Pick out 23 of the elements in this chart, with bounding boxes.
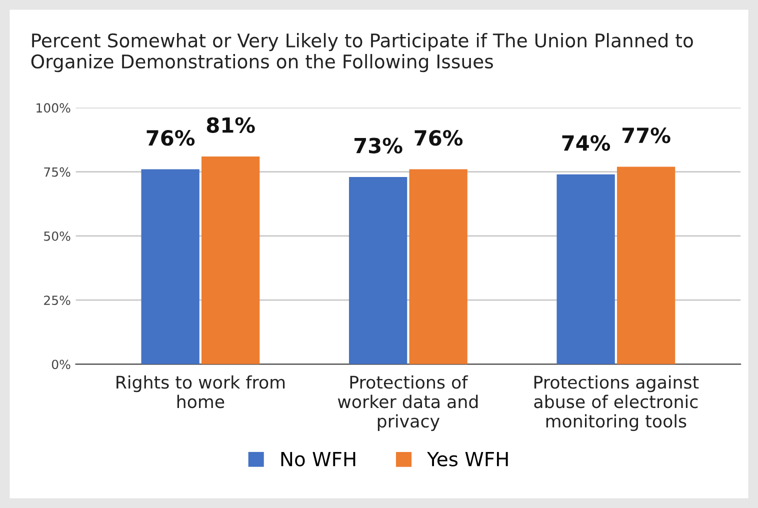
data-label: 81% (206, 117, 255, 133)
y-tick-label: 75% (44, 167, 70, 177)
chart-title: Percent Somewhat or Very Likely to Participate if The Union Planned to Organize Demonstrations on the Following Issues (31, 33, 693, 72)
bar (348, 176, 408, 364)
y-tick-label: 0% (52, 360, 70, 370)
bar (616, 166, 676, 364)
x-tick-label: Protections against abuse of electronic monitoring tools (534, 375, 699, 432)
data-label: 76% (414, 130, 463, 146)
data-label: 76% (146, 130, 195, 146)
data-label: 74% (562, 135, 610, 151)
legend-label: Yes WFH (427, 452, 508, 466)
bar (141, 169, 200, 364)
x-tick-label: Rights to work from home (116, 375, 285, 408)
y-tick-label: 25% (44, 296, 70, 306)
bar (201, 156, 260, 364)
data-label: 77% (622, 127, 670, 144)
data-label: 73% (354, 138, 402, 154)
bar (556, 174, 615, 364)
bar (409, 169, 468, 364)
legend-label: No WFH (281, 452, 356, 466)
x-tick-label: Protections of worker data and privacy (338, 375, 478, 432)
y-tick-label: 100% (36, 103, 70, 113)
y-tick-label: 50% (44, 231, 70, 241)
